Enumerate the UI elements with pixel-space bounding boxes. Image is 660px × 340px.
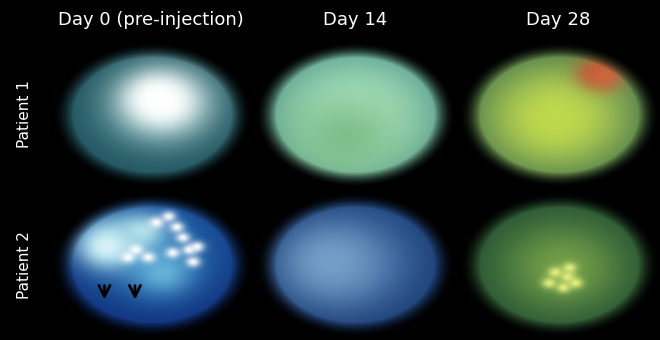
Text: Patient 1: Patient 1 xyxy=(17,80,32,148)
Text: Day 28: Day 28 xyxy=(526,11,591,29)
Text: Day 14: Day 14 xyxy=(323,11,387,29)
Text: Patient 2: Patient 2 xyxy=(17,231,32,299)
Text: Day 0 (pre-injection): Day 0 (pre-injection) xyxy=(58,11,244,29)
